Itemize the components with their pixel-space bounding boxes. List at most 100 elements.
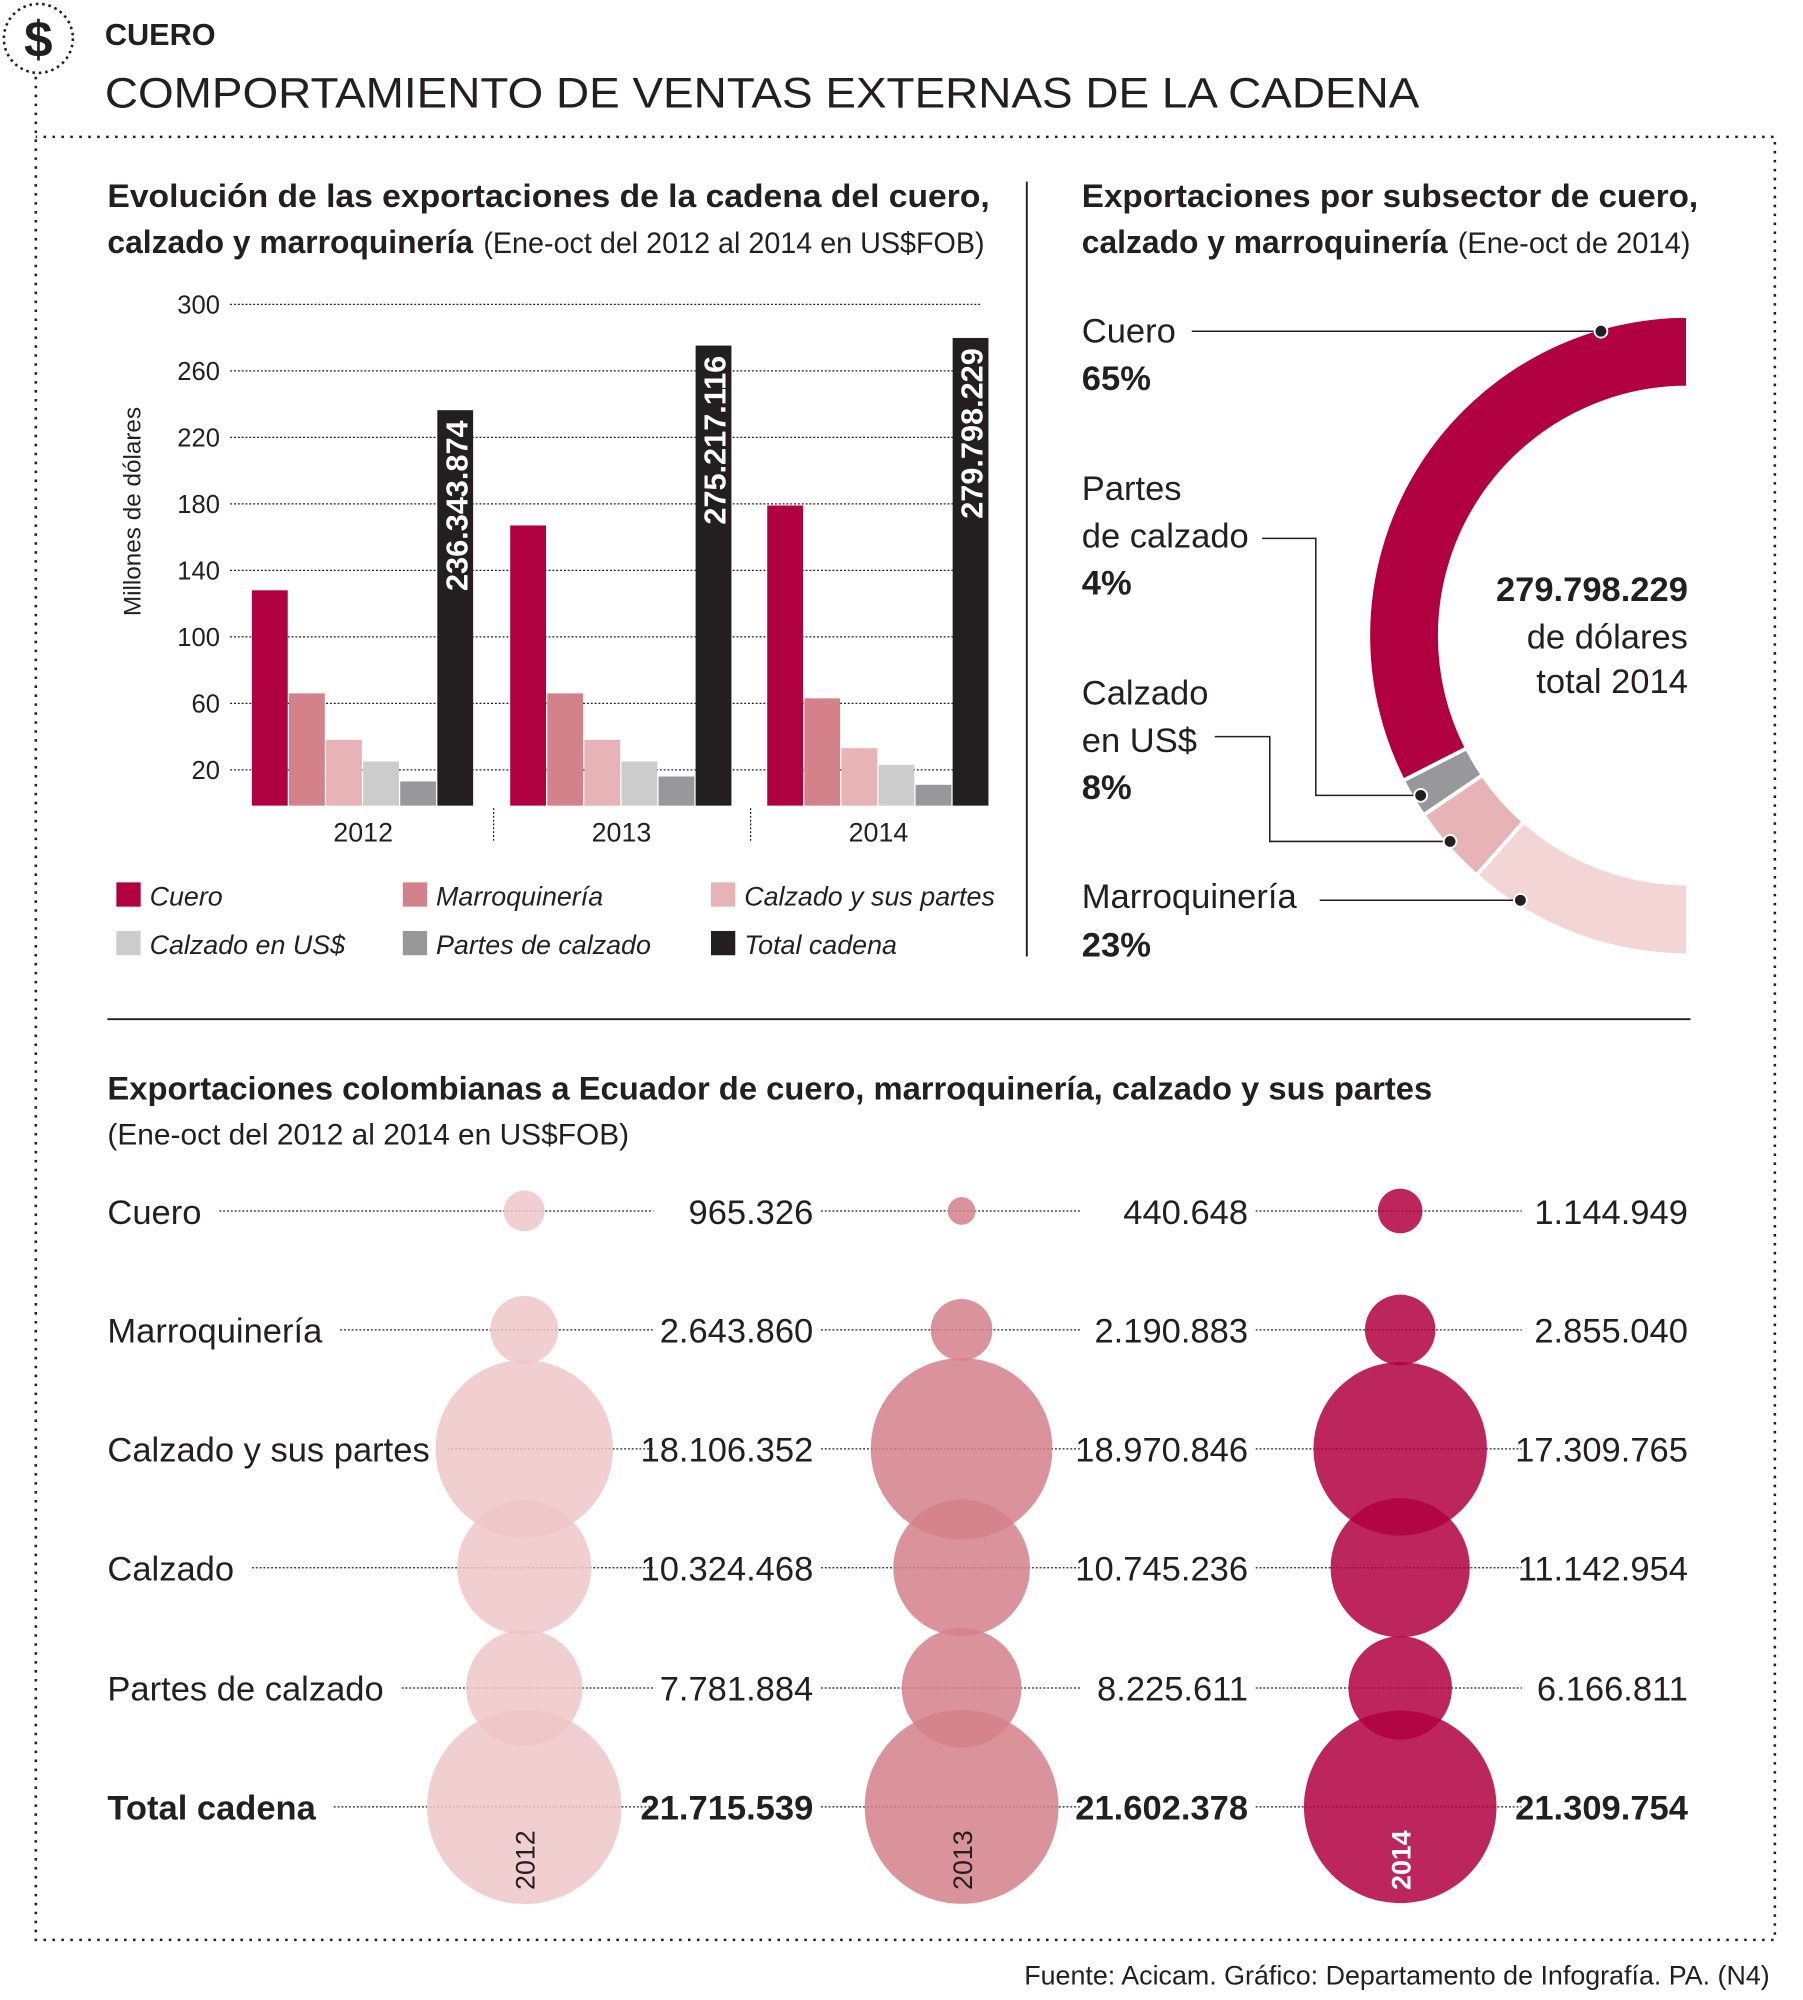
bar (288, 693, 325, 806)
bubble (893, 1499, 1030, 1637)
bubble-value-label: 10.745.236 (1075, 1551, 1248, 1589)
x-tick-label: 2013 (592, 817, 652, 847)
y-axis-label: Millones de dólares (120, 407, 147, 616)
legend-label: Partes de calzado (436, 930, 651, 960)
bubble-title: Exportaciones colombianas a Ecuador de c… (107, 1071, 1432, 1107)
bar (658, 776, 695, 806)
leader-dot (1593, 323, 1609, 339)
legend-label: Calzado y sus partes (744, 881, 995, 911)
y-tick-label: 180 (177, 491, 220, 519)
bubble (1313, 1362, 1487, 1536)
donut-title-2: calzado y marroquinería (1082, 224, 1448, 260)
legend-label: Cuero (150, 881, 223, 911)
bubble (427, 1709, 622, 1905)
row-label: Marroquinería (107, 1313, 323, 1351)
leader-line (1262, 537, 1421, 797)
bubble (947, 1197, 976, 1225)
bubble-value-label: 21.715.539 (641, 1790, 814, 1828)
bubble (457, 1500, 592, 1635)
bubble-value-label: 21.309.754 (1515, 1790, 1689, 1828)
bar (363, 761, 399, 806)
bubble (503, 1190, 545, 1232)
legend-label: Marroquinería (436, 881, 603, 911)
donut-label: Cuero (1082, 313, 1176, 351)
page-title: COMPORTAMIENTO DE VENTAS EXTERNAS DE LA … (105, 69, 1420, 116)
bubble-value-label: 8.225.611 (1097, 1671, 1248, 1709)
leader-line (1214, 735, 1451, 843)
bubble-year-label: 2012 (511, 1830, 541, 1890)
y-tick-label: 60 (192, 690, 220, 718)
donut-label: en US$ (1082, 722, 1197, 760)
bar (878, 764, 915, 806)
donut-center-line2: total 2014 (1536, 663, 1688, 701)
frame-border (34, 76, 1777, 1942)
y-tick-label: 260 (177, 358, 220, 386)
dollar-sign-icon: $ (2, 2, 75, 75)
svg-text:$: $ (24, 10, 52, 67)
bubble (864, 1709, 1059, 1904)
bubble-value-label: 18.106.352 (641, 1432, 814, 1470)
bubble (490, 1296, 559, 1364)
legend-swatch (402, 882, 428, 907)
source-footer: Fuente: Acicam. Gráfico: Departamento de… (1024, 1961, 1770, 1991)
bubble (870, 1357, 1053, 1540)
bubble-value-label: 2.855.040 (1534, 1313, 1688, 1351)
legend-swatch (116, 930, 141, 956)
bar-title-1: Evolución de las exportaciones de la cad… (107, 178, 989, 214)
bubble-value-label: 7.781.884 (660, 1671, 814, 1709)
row-label: Calzado (107, 1551, 234, 1589)
donut-pct-label: 23% (1082, 927, 1151, 965)
bubble-value-label: 2.190.883 (1094, 1313, 1248, 1351)
bar (584, 739, 621, 806)
bubble (1364, 1294, 1436, 1366)
bar (952, 337, 989, 806)
donut-label: de calzado (1082, 517, 1249, 555)
bubble-value-label: 6.166.811 (1537, 1671, 1688, 1709)
bar (841, 748, 878, 806)
y-tick-label: 300 (177, 291, 220, 319)
bubble-subtitle: (Ene-oct del 2012 al 2014 en US$FOB) (107, 1118, 629, 1151)
bubble-value-label: 440.648 (1123, 1194, 1248, 1232)
bar-value-label: 236.343.874 (439, 420, 474, 591)
bubble-year-label: 2013 (948, 1830, 978, 1890)
bubble (435, 1360, 614, 1538)
bar (915, 784, 952, 806)
donut-center-value: 279.798.229 (1496, 571, 1688, 609)
bar (767, 505, 804, 806)
leader-dot (1442, 834, 1458, 849)
bar-title-2: calzado y marroquinería (107, 224, 473, 260)
bar (804, 698, 841, 806)
bar-value-label: 275.217.116 (698, 356, 733, 525)
y-tick-label: 20 (192, 757, 220, 785)
bubble-value-label: 1.144.949 (1534, 1194, 1688, 1232)
y-tick-label: 140 (177, 557, 220, 585)
bar (251, 590, 288, 806)
y-tick-label: 220 (177, 424, 220, 452)
bar (437, 410, 474, 806)
bar (400, 781, 437, 806)
bubble-value-label: 21.602.378 (1075, 1790, 1248, 1828)
donut-center-line1: de dólares (1527, 618, 1688, 656)
bar-chart: Evolución de las exportaciones de la cad… (107, 178, 994, 960)
bubble-value-label: 18.970.846 (1075, 1432, 1248, 1470)
legend-label: Calzado en US$ (150, 930, 347, 960)
bubble (930, 1299, 993, 1361)
bubble-value-label: 10.324.468 (641, 1551, 814, 1589)
bubble (1377, 1188, 1423, 1234)
row-label: Calzado y sus partes (107, 1432, 429, 1470)
bubble-year-label: 2014 (1386, 1830, 1416, 1890)
leader-dot (1513, 892, 1528, 908)
x-tick-label: 2014 (849, 817, 909, 847)
row-label: Partes de calzado (107, 1671, 383, 1709)
donut-label: Calzado (1082, 675, 1209, 713)
legend-swatch (402, 930, 428, 956)
donut-title-light: (Ene-oct de 2014) (1458, 227, 1691, 260)
section-label: CUERO (105, 17, 216, 52)
row-label: Total cadena (107, 1790, 316, 1828)
bubble-chart: Exportaciones colombianas a Ecuador de c… (107, 1071, 1689, 1905)
bubble-value-label: 2.643.860 (660, 1313, 814, 1351)
y-tick-label: 100 (177, 624, 220, 652)
bar-title-light: (Ene-oct del 2012 al 2014 en US$FOB) (483, 227, 984, 260)
bubble-value-label: 17.309.765 (1515, 1432, 1688, 1470)
